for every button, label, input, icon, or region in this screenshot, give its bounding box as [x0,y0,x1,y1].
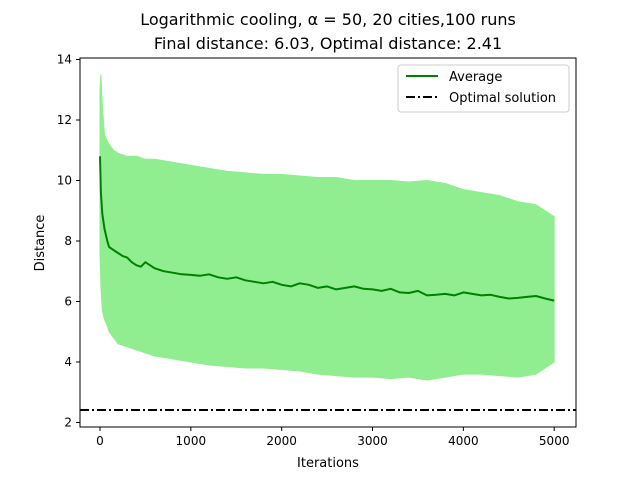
y-tick-label: 14 [57,53,72,67]
chart-title-line2: Final distance: 6.03, Optimal distance: … [154,34,502,53]
legend-label-average: Average [449,70,502,85]
series-layer [80,156,576,412]
chart-title-line1: Logarithmic cooling, α = 50, 20 cities,1… [140,10,516,29]
y-axis-label: Distance [33,215,48,272]
plot-frame [79,57,577,428]
x-axis-label: Iterations [297,456,359,471]
y-tick-label: 6 [64,294,72,308]
x-tick-label: 0 [96,434,104,448]
y-tick-label: 2 [64,415,72,429]
legend: Average Optimal solution [397,64,570,113]
runs-band [99,74,555,381]
x-tick-label: 2000 [266,434,297,448]
legend-box [397,64,570,113]
x-tick-label: 4000 [448,434,479,448]
legend-label-optimal: Optimal solution [449,91,556,106]
y-tick-label: 8 [64,234,72,248]
x-tick-label: 5000 [539,434,570,448]
series-average-line [99,156,555,302]
x-tick-label: 1000 [176,434,207,448]
y-tick-label: 10 [57,173,72,187]
y-tick-label: 4 [64,355,72,369]
x-tick-label: 3000 [357,434,388,448]
y-axis-ticks: 2 4 6 8 10 12 14 [57,53,80,429]
x-axis-ticks: 0 1000 2000 3000 4000 5000 [96,427,569,448]
y-tick-label: 12 [57,113,72,127]
runs-band-layer [99,74,555,381]
